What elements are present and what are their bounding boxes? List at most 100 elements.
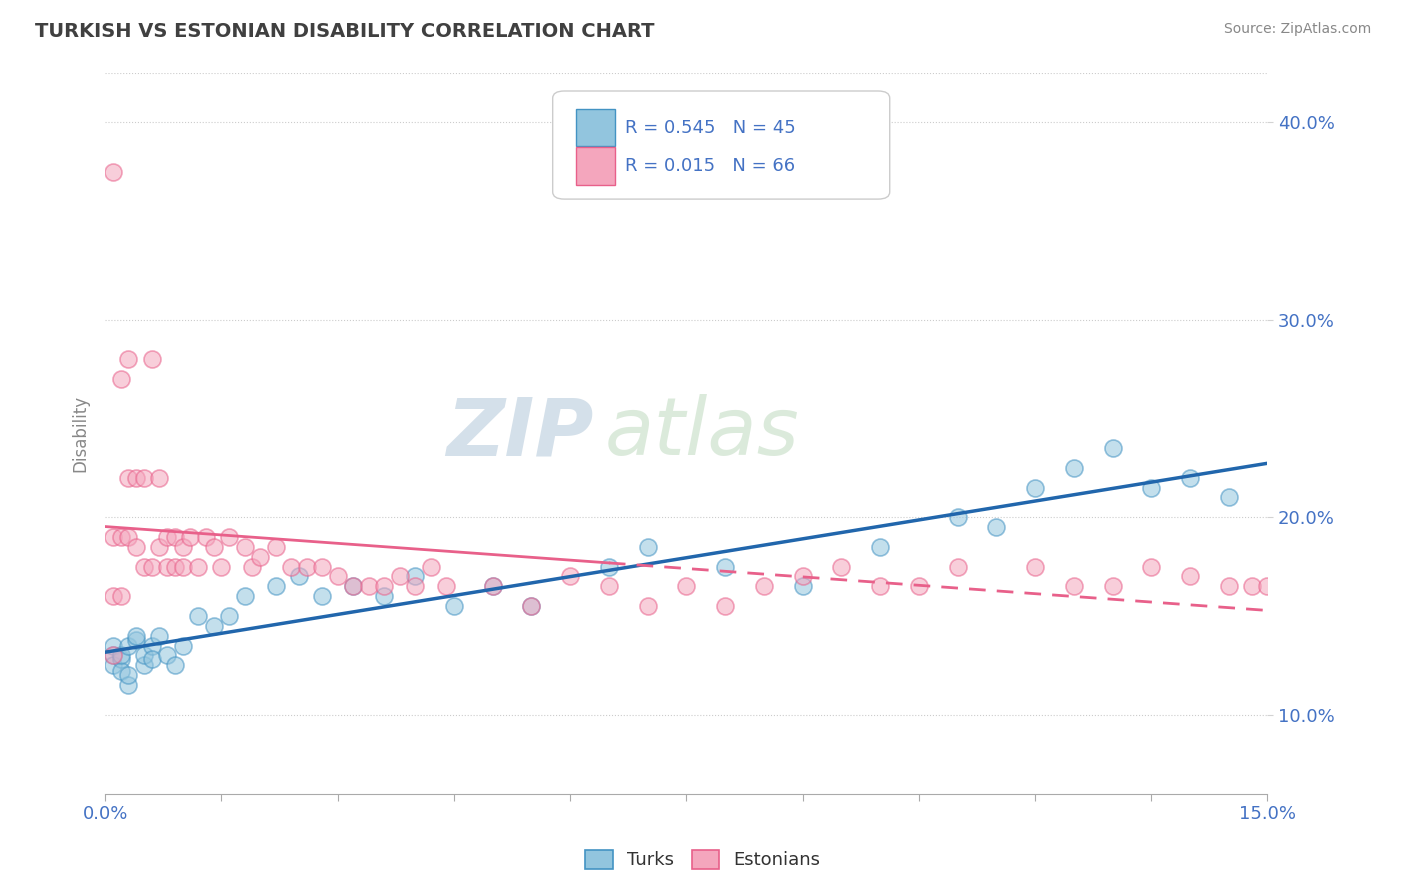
Point xyxy=(714,559,737,574)
Point xyxy=(986,520,1008,534)
Point xyxy=(172,540,194,554)
Point xyxy=(110,665,132,679)
Point xyxy=(117,678,139,692)
Point xyxy=(101,164,124,178)
Point xyxy=(117,471,139,485)
Point xyxy=(110,530,132,544)
Point xyxy=(202,540,225,554)
Point xyxy=(520,599,543,613)
Point xyxy=(419,559,441,574)
Point xyxy=(264,579,287,593)
Point xyxy=(125,629,148,643)
FancyBboxPatch shape xyxy=(576,109,616,146)
Point xyxy=(558,569,581,583)
Point xyxy=(202,619,225,633)
Point xyxy=(675,579,697,593)
Point xyxy=(264,540,287,554)
Point xyxy=(946,559,969,574)
Y-axis label: Disability: Disability xyxy=(72,395,89,472)
Point xyxy=(141,559,163,574)
Point xyxy=(326,569,349,583)
Point xyxy=(907,579,929,593)
Point xyxy=(792,569,814,583)
Point xyxy=(481,579,503,593)
Point xyxy=(117,352,139,367)
Point xyxy=(117,639,139,653)
Point xyxy=(280,559,302,574)
Point xyxy=(132,471,155,485)
Point xyxy=(311,589,333,603)
Point xyxy=(1101,441,1123,455)
Point xyxy=(101,648,124,663)
Point xyxy=(792,579,814,593)
Text: TURKISH VS ESTONIAN DISABILITY CORRELATION CHART: TURKISH VS ESTONIAN DISABILITY CORRELATI… xyxy=(35,22,655,41)
Point xyxy=(132,648,155,663)
Point xyxy=(125,632,148,647)
Point xyxy=(172,639,194,653)
Point xyxy=(443,599,465,613)
Point xyxy=(481,579,503,593)
Point xyxy=(242,559,264,574)
Point xyxy=(148,471,170,485)
Point xyxy=(101,530,124,544)
Point xyxy=(311,559,333,574)
Point xyxy=(101,589,124,603)
Point xyxy=(101,639,124,653)
Point xyxy=(125,540,148,554)
Point xyxy=(869,579,891,593)
Point xyxy=(233,589,256,603)
Point xyxy=(752,579,775,593)
Point xyxy=(110,372,132,386)
Point xyxy=(163,559,186,574)
Point xyxy=(404,569,426,583)
Point xyxy=(637,599,659,613)
Point xyxy=(132,658,155,673)
Point xyxy=(110,648,132,663)
Text: ZIP: ZIP xyxy=(446,394,593,473)
Point xyxy=(141,652,163,666)
Point xyxy=(141,639,163,653)
Point xyxy=(1063,579,1085,593)
Point xyxy=(187,559,209,574)
Point xyxy=(373,579,395,593)
Point xyxy=(1024,559,1046,574)
Point xyxy=(156,648,179,663)
Point xyxy=(117,668,139,682)
Point xyxy=(342,579,364,593)
Point xyxy=(117,530,139,544)
Text: Source: ZipAtlas.com: Source: ZipAtlas.com xyxy=(1223,22,1371,37)
Point xyxy=(218,609,240,624)
Point xyxy=(163,658,186,673)
Text: R = 0.015   N = 66: R = 0.015 N = 66 xyxy=(624,157,794,175)
Point xyxy=(187,609,209,624)
Point xyxy=(288,569,311,583)
Point xyxy=(194,530,217,544)
Point xyxy=(1140,481,1163,495)
Point xyxy=(1240,579,1263,593)
Point xyxy=(101,658,124,673)
Point xyxy=(1101,579,1123,593)
Point xyxy=(141,352,163,367)
Point xyxy=(110,652,132,666)
Point xyxy=(357,579,380,593)
Point xyxy=(404,579,426,593)
Point xyxy=(148,629,170,643)
FancyBboxPatch shape xyxy=(553,91,890,199)
Point xyxy=(209,559,232,574)
Text: atlas: atlas xyxy=(605,394,800,473)
Point xyxy=(342,579,364,593)
Point xyxy=(233,540,256,554)
Point xyxy=(295,559,318,574)
Point xyxy=(1178,569,1201,583)
Point xyxy=(520,599,543,613)
Point xyxy=(1024,481,1046,495)
Point xyxy=(598,579,620,593)
FancyBboxPatch shape xyxy=(576,147,616,185)
Point xyxy=(1140,559,1163,574)
Point xyxy=(163,530,186,544)
Point xyxy=(101,648,124,663)
Point xyxy=(1256,579,1278,593)
Point xyxy=(373,589,395,603)
Point xyxy=(869,540,891,554)
Point xyxy=(434,579,457,593)
